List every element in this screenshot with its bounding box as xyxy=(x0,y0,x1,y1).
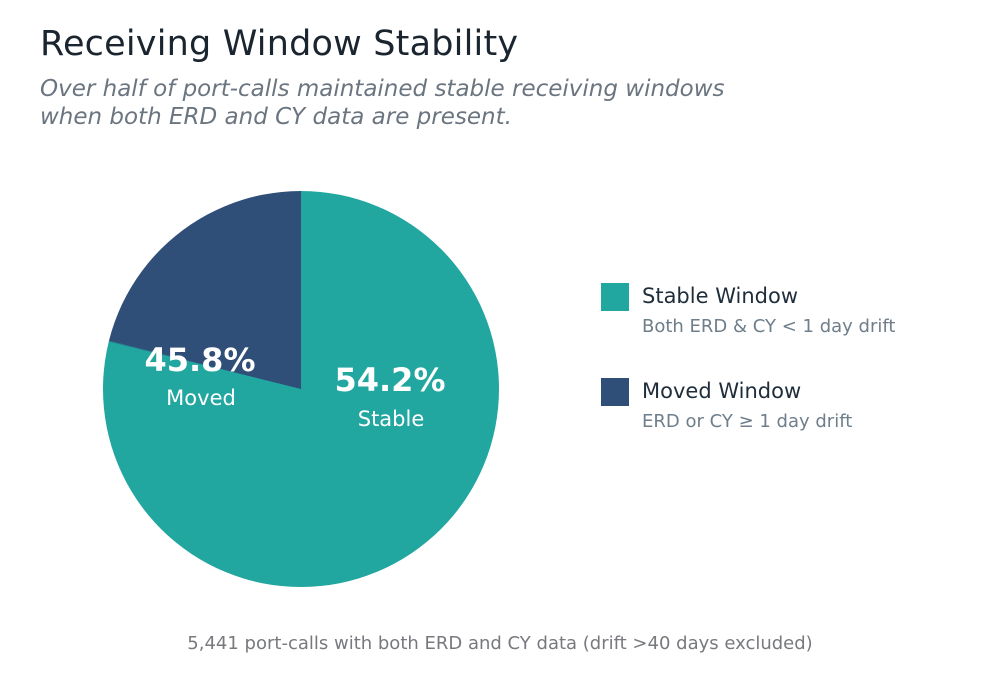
stable-window-swatch-icon xyxy=(601,283,629,311)
pie-slice-moved-percent: 45.8% xyxy=(144,341,256,379)
legend-item-moved: Moved Window ERD or CY ≥ 1 day drift xyxy=(601,378,852,433)
legend-item-stable: Stable Window Both ERD & CY < 1 day drif… xyxy=(601,283,895,338)
pie-chart: 45.8% Moved 54.2% Stable xyxy=(103,191,499,587)
chart-subtitle: Over half of port-calls maintained stabl… xyxy=(40,75,725,131)
legend-desc-stable: Both ERD & CY < 1 day drift xyxy=(642,316,896,337)
pie-slice-stable-percent: 54.2% xyxy=(334,361,446,399)
chart-subtitle-line2: when both ERD and CY data are present. xyxy=(40,104,512,130)
page-title: Receiving Window Stability xyxy=(40,24,519,64)
legend-label-moved: Moved Window xyxy=(642,379,802,403)
moved-window-swatch-icon xyxy=(601,378,629,406)
chart-subtitle-line1: Over half of port-calls maintained stabl… xyxy=(40,76,725,102)
legend-desc-moved: ERD or CY ≥ 1 day drift xyxy=(642,411,853,432)
legend-label-stable: Stable Window xyxy=(642,284,798,308)
pie-slice-moved-label: Moved xyxy=(166,386,236,410)
pie-slice-stable-label: Stable xyxy=(357,407,425,431)
chart-footnote: 5,441 port-calls with both ERD and CY da… xyxy=(187,633,813,654)
